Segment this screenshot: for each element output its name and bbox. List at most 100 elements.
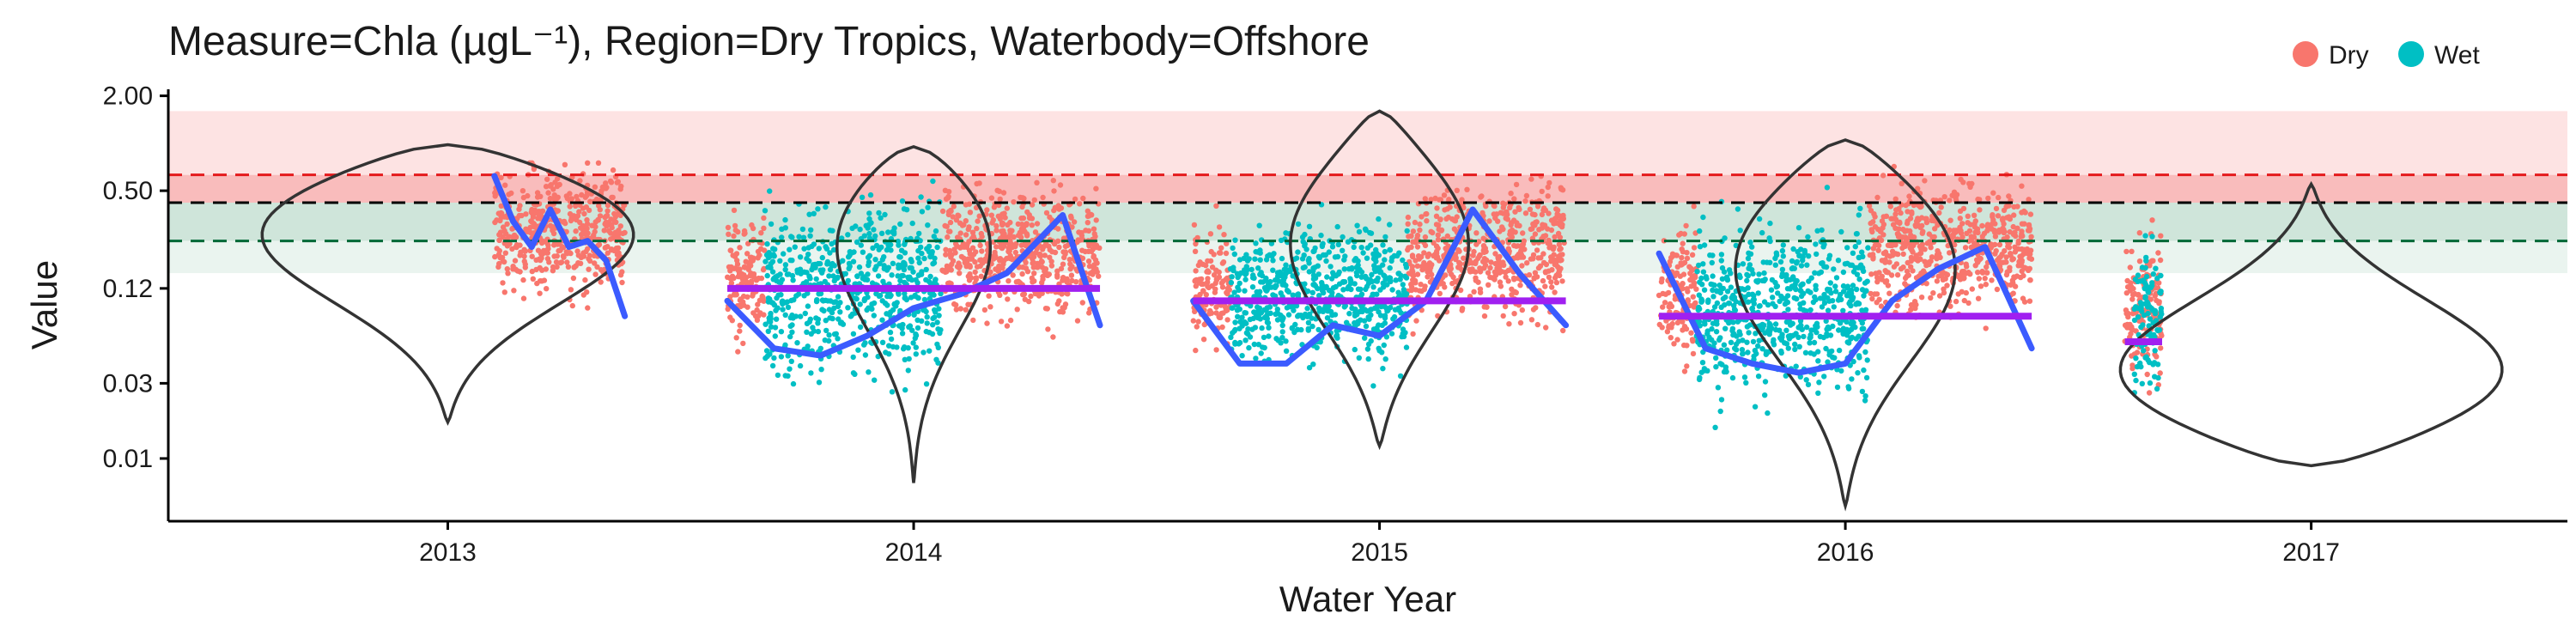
- point-dry-3-125: [1205, 276, 1211, 282]
- point-dry-1-62: [758, 246, 764, 252]
- point-dry-4-414: [1552, 260, 1559, 266]
- point-dry-2-92: [999, 222, 1005, 228]
- point-wet-2-191: [1830, 323, 1836, 330]
- point-wet-1-543: [1266, 325, 1272, 331]
- point-dry-2-564: [997, 256, 1004, 262]
- point-wet-0-120: [819, 254, 825, 261]
- point-dry-2-259: [953, 217, 960, 223]
- point-dry-4-542: [1500, 313, 1506, 319]
- point-dry-4-501: [1437, 290, 1443, 297]
- point-wet-1-44: [1387, 222, 1393, 228]
- point-dry-2-545: [1042, 306, 1049, 312]
- point-wet-1-608: [1263, 288, 1270, 294]
- point-wet-2-223: [1804, 324, 1810, 331]
- point-wet-0-464: [890, 307, 896, 313]
- point-dry-0-436: [534, 190, 541, 196]
- point-dry-6-354: [1896, 226, 1902, 232]
- point-dry-0-402: [578, 254, 585, 260]
- point-wet-1-316: [1403, 275, 1410, 281]
- point-wet-1-335: [1305, 319, 1312, 325]
- plot-area: [168, 109, 2567, 512]
- point-wet-3-52: [2146, 323, 2152, 329]
- violin-1: [835, 145, 993, 483]
- point-dry-2-145: [987, 304, 993, 310]
- point-dry-7-17: [2158, 345, 2164, 351]
- point-wet-2-409: [1706, 334, 1712, 340]
- point-dry-6-527: [2012, 275, 2018, 281]
- point-wet-0-58: [773, 307, 779, 313]
- point-dry-2-507: [1004, 323, 1011, 329]
- point-dry-4-97: [1511, 196, 1517, 202]
- point-dry-3-107: [1211, 272, 1218, 278]
- point-dry-3-106: [1193, 277, 1199, 283]
- point-dry-4-573: [1504, 211, 1510, 218]
- point-dry-4-257: [1437, 216, 1443, 222]
- point-dry-2-563: [1005, 248, 1012, 255]
- point-dry-4-547: [1540, 222, 1546, 228]
- point-dry-4-540: [1449, 280, 1455, 287]
- point-wet-1-640: [1358, 317, 1364, 323]
- point-wet-0-241: [906, 324, 912, 330]
- point-wet-2-304: [1712, 424, 1718, 430]
- point-wet-0-622: [913, 331, 919, 337]
- point-dry-4-370: [1428, 197, 1434, 203]
- point-dry-3-110: [1216, 250, 1223, 256]
- point-wet-1-552: [1274, 273, 1281, 279]
- point-dry-4-470: [1481, 249, 1487, 255]
- point-dry-4-508: [1485, 282, 1492, 288]
- point-wet-0-469: [895, 238, 902, 245]
- point-wet-0-487: [919, 269, 925, 275]
- point-dry-0-220: [520, 276, 526, 283]
- point-wet-3-99: [2134, 363, 2141, 370]
- point-dry-6-394: [1917, 224, 1923, 230]
- point-dry-4-329: [1538, 255, 1544, 261]
- point-dry-6-504: [1915, 258, 1921, 264]
- point-dry-6-63: [1922, 178, 1928, 184]
- point-wet-0-233: [933, 356, 939, 362]
- point-wet-2-92: [1782, 301, 1789, 307]
- point-dry-2-471: [1091, 254, 1097, 260]
- point-dry-2-529: [1046, 271, 1053, 277]
- point-wet-1-394: [1388, 331, 1395, 337]
- point-dry-4-525: [1456, 259, 1462, 265]
- point-wet-0-461: [789, 329, 795, 335]
- point-wet-2-51: [1756, 216, 1763, 222]
- point-dry-2-377: [1078, 233, 1085, 239]
- point-wet-2-413: [1752, 404, 1759, 410]
- trend-lines: [491, 173, 2035, 376]
- point-dry-4-541: [1453, 255, 1459, 261]
- point-wet-2-579: [1700, 261, 1706, 267]
- point-wet-3-57: [2133, 355, 2139, 361]
- point-wet-0-623: [813, 298, 820, 305]
- point-dry-0-454: [501, 258, 507, 265]
- point-dry-0-318: [508, 190, 514, 197]
- point-wet-0-531: [775, 292, 781, 298]
- point-dry-0-256: [550, 230, 557, 237]
- point-wet-2-2: [1838, 368, 1844, 374]
- point-dry-0-114: [504, 221, 510, 228]
- point-wet-0-443: [818, 367, 824, 373]
- point-wet-2-553: [1745, 273, 1752, 279]
- point-wet-2-29: [1761, 270, 1767, 276]
- point-dry-0-53: [500, 280, 506, 286]
- point-wet-2-330: [1850, 283, 1856, 289]
- point-wet-0-563: [886, 343, 892, 349]
- point-dry-2-218: [1085, 258, 1092, 264]
- point-dry-2-498: [963, 259, 970, 265]
- point-wet-2-457: [1755, 277, 1762, 283]
- point-wet-1-356: [1285, 267, 1291, 273]
- point-wet-1-473: [1279, 317, 1285, 324]
- point-dry-2-479: [1079, 247, 1085, 253]
- point-dry-0-374: [547, 195, 554, 202]
- point-wet-0-548: [854, 273, 860, 279]
- point-dry-4-213: [1510, 217, 1517, 223]
- point-wet-1-520: [1275, 337, 1281, 343]
- point-dry-2-519: [1018, 194, 1024, 201]
- point-dry-0-449: [529, 219, 535, 225]
- point-dry-2-236: [1088, 248, 1095, 255]
- point-wet-3-17: [2156, 327, 2163, 333]
- point-dry-4-284: [1409, 264, 1416, 270]
- point-wet-1-562: [1295, 313, 1301, 319]
- point-wet-1-242: [1329, 244, 1336, 250]
